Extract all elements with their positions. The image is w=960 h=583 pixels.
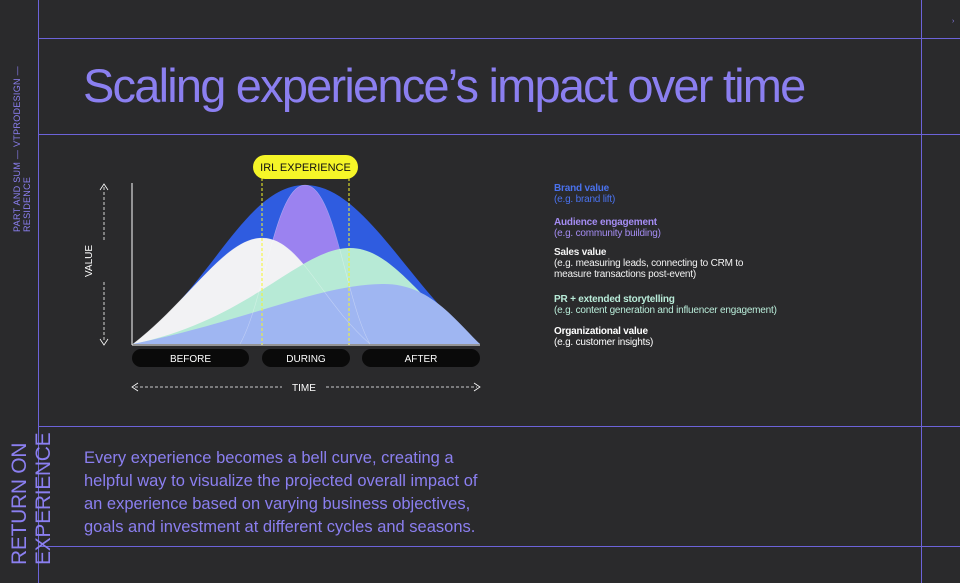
phase-after-label: AFTER: [405, 354, 438, 365]
phase-during-pill: [262, 349, 350, 367]
value-label-bg: [97, 240, 111, 282]
phase-before-label: BEFORE: [170, 354, 211, 365]
page-marker: ›: [952, 18, 955, 25]
phase-after-pill: [362, 349, 480, 367]
legend-detail: (e.g. content generation and influencer …: [554, 305, 777, 316]
divider-title: [38, 134, 960, 135]
legend-brand-value: Brand value (e.g. brand lift): [554, 183, 615, 205]
legend-detail: (e.g. measuring leads, connecting to CRM…: [554, 258, 744, 280]
legend-name: Organizational value: [554, 326, 648, 337]
legend-detail: (e.g. customer insights): [554, 337, 654, 348]
x-axis-label: TIME: [292, 383, 316, 394]
divider-diagram: [38, 426, 960, 427]
irl-experience-pill: [253, 155, 358, 179]
legend-organizational-value: Organizational value (e.g. customer insi…: [554, 326, 653, 348]
legend-audience-engagement: Audience engagement (e.g. community buil…: [554, 217, 661, 239]
curve-organizational-value: [133, 284, 480, 344]
left-frame-line: [38, 0, 39, 583]
phase-during-label: DURING: [286, 354, 326, 365]
legend-name: Brand value: [554, 183, 610, 194]
time-arrow-head-right: [473, 382, 481, 392]
value-arrow-head-top: [99, 183, 109, 191]
legend-name: Sales value: [554, 247, 607, 258]
divider-top: [38, 38, 960, 39]
legend-pr-storytelling: PR + extended storytelling (e.g. content…: [554, 294, 777, 316]
legend-detail: (e.g. brand lift): [554, 194, 616, 205]
y-axis-label: VALUE: [84, 245, 95, 277]
divider-bottom: [38, 546, 960, 547]
phase-before-pill: [132, 349, 249, 367]
legend-detail: (e.g. community building): [554, 228, 661, 239]
legend-name: PR + extended storytelling: [554, 294, 675, 305]
value-arrow-head-bottom: [99, 338, 109, 346]
irl-experience-label: IRL EXPERIENCE: [260, 162, 351, 174]
legend-name: Audience engagement: [554, 217, 657, 228]
page-title: Scaling experience’s impact over time: [83, 59, 806, 112]
right-frame-line: [921, 0, 922, 583]
legend-sales-value: Sales value (e.g. measuring leads, conne…: [554, 247, 779, 280]
description-text: Every experience becomes a bell curve, c…: [84, 449, 478, 536]
time-arrow-head-left: [131, 382, 139, 392]
